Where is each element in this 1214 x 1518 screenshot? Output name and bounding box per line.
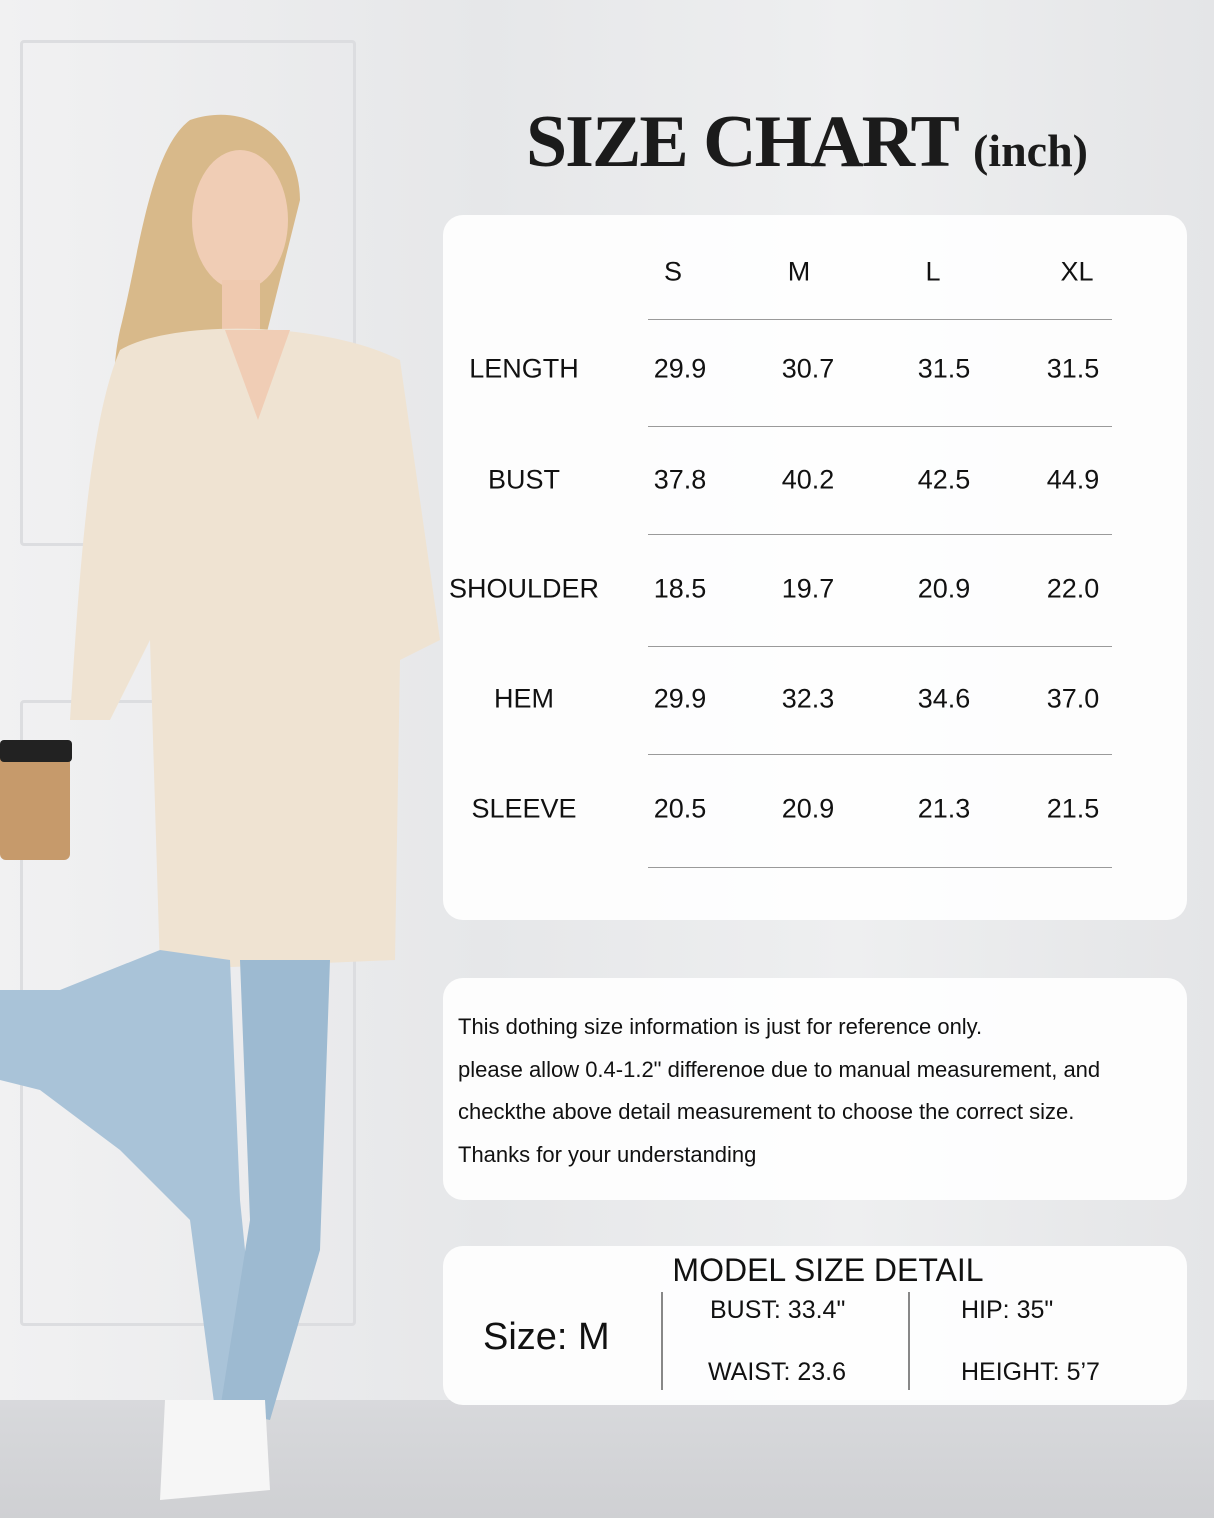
sneakers: [160, 1400, 270, 1500]
table-cell: 31.5: [1046, 353, 1100, 384]
table-cell: 34.6: [917, 683, 971, 714]
note-line: Thanks for your understanding: [458, 1142, 757, 1167]
table-cell: 29.9: [653, 353, 707, 384]
table-cell: 20.5: [653, 793, 707, 824]
table-cell: 21.3: [917, 793, 971, 824]
title-unit: (inch): [972, 125, 1088, 176]
table-cell: 21.5: [1046, 793, 1100, 824]
model-bust: BUST: 33.4": [710, 1296, 846, 1324]
table-cell: 22.0: [1046, 573, 1100, 604]
table-cell: 18.5: [653, 573, 707, 604]
table-cell: 37.0: [1046, 683, 1100, 714]
model-illustration: [0, 114, 440, 1500]
model-photo: [0, 0, 440, 1518]
title-text: SIZE CHART: [526, 101, 958, 183]
divider: [648, 867, 1112, 868]
row-label: SLEEVE: [471, 793, 577, 824]
sweater: [70, 328, 440, 970]
model-size-card: MODEL SIZE DETAIL Size: M BUST: 33.4" WA…: [443, 1246, 1187, 1405]
row-label: SHOULDER: [448, 573, 600, 604]
coffee-lid: [0, 740, 72, 762]
divider: [908, 1292, 910, 1390]
divider: [648, 319, 1112, 320]
neckline: [225, 330, 290, 420]
table-cell: 19.7: [781, 573, 835, 604]
table-cell: 32.3: [781, 683, 835, 714]
divider: [661, 1292, 663, 1390]
model-hip: HIP: 35": [961, 1296, 1054, 1324]
jeans-left: [0, 950, 260, 1410]
table-cell: 20.9: [781, 793, 835, 824]
table-cell: 42.5: [917, 464, 971, 495]
column-header-l: L: [925, 256, 941, 287]
coffee-cup: [0, 750, 70, 860]
note-line: This dothing size information is just fo…: [458, 1014, 983, 1039]
table-cell: 30.7: [781, 353, 835, 384]
table-cell: 29.9: [653, 683, 707, 714]
divider: [648, 754, 1112, 755]
column-header-s: S: [663, 256, 683, 287]
divider: [648, 426, 1112, 427]
divider: [648, 534, 1112, 535]
model-height: HEIGHT: 5’7: [961, 1358, 1100, 1386]
column-header-xl: XL: [1060, 256, 1094, 287]
row-label: LENGTH: [469, 353, 579, 384]
model-size-title: MODEL SIZE DETAIL: [672, 1252, 984, 1288]
table-cell: 40.2: [781, 464, 835, 495]
table-cell: 37.8: [653, 464, 707, 495]
note-line: please allow 0.4-1.2" differenoe due to …: [458, 1057, 1101, 1082]
page-title: SIZE CHART (inch): [0, 100, 1214, 185]
column-header-m: M: [787, 256, 811, 287]
note-card: This dothing size information is just fo…: [443, 978, 1187, 1200]
divider: [648, 646, 1112, 647]
row-label: BUST: [487, 464, 561, 495]
model-size: Size: M: [483, 1316, 610, 1358]
note-line: checkthe above detail measurement to cho…: [458, 1099, 1075, 1124]
table-cell: 31.5: [917, 353, 971, 384]
face: [192, 150, 288, 290]
row-label: HEM: [494, 683, 554, 714]
model-waist: WAIST: 23.6: [708, 1358, 847, 1386]
jeans-right: [220, 960, 330, 1420]
table-cell: 20.9: [917, 573, 971, 604]
table-cell: 44.9: [1046, 464, 1100, 495]
size-table: S M L XL LENGTH 29.9 30.7 31.5 31.5 BUST 37.8 4…: [443, 215, 1187, 920]
